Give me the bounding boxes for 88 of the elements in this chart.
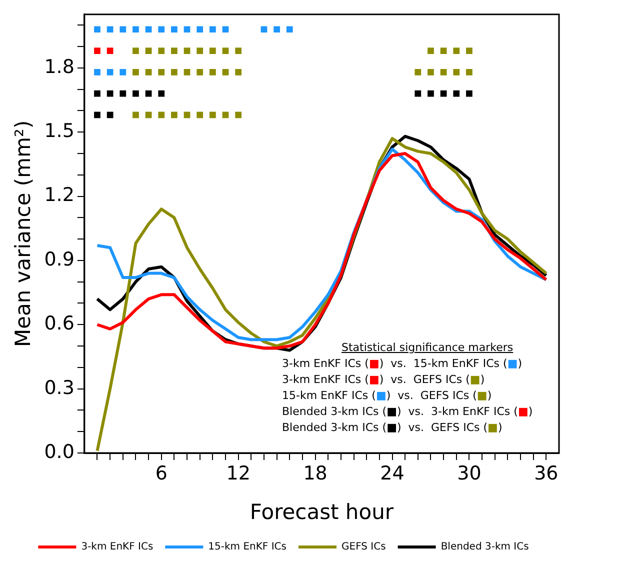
point	[260, 26, 268, 33]
point	[235, 68, 242, 76]
y-tick-label: 1.8	[44, 56, 74, 78]
legend-label: 3-km EnKF ICs	[81, 542, 154, 553]
point	[210, 48, 216, 54]
legend-label: 15-km EnKF ICs	[208, 542, 287, 553]
x-tick-label: 18	[303, 462, 328, 484]
point	[235, 48, 242, 54]
point	[158, 90, 165, 97]
point	[453, 90, 460, 97]
y-axis-title: Mean variance (mm²)	[11, 120, 36, 348]
point	[171, 112, 178, 118]
annotation: Blended 3-km ICs (■) vs. 3-km EnKF ICs (■)	[282, 405, 533, 418]
point	[94, 112, 100, 118]
point	[158, 26, 165, 33]
y-tick-label: 1.2	[44, 184, 74, 206]
point	[120, 90, 126, 97]
y-tick-label: 0.6	[44, 312, 74, 335]
point	[235, 112, 242, 118]
legend-label: Blended 3-km ICs	[440, 542, 529, 553]
annotation: 3-km EnKF ICs (■) vs. 15-km EnKF ICs (■)	[282, 357, 522, 370]
point	[158, 112, 165, 118]
point	[145, 26, 152, 33]
point	[196, 68, 204, 76]
y-tick-label: 0.0	[44, 440, 74, 463]
point	[171, 68, 178, 76]
point	[158, 48, 165, 54]
point	[94, 26, 100, 33]
point	[132, 26, 139, 33]
point	[466, 68, 472, 76]
point	[171, 48, 178, 54]
annotation: 15-km EnKF ICs (■) vs. GEFS ICs (■)	[282, 389, 492, 402]
point	[196, 48, 204, 54]
point	[145, 68, 152, 76]
y-tick-label: 1.5	[44, 120, 74, 142]
point	[184, 26, 190, 33]
x-tick-label: 12	[226, 462, 250, 484]
point	[132, 48, 139, 54]
point	[106, 90, 114, 97]
point	[286, 26, 293, 33]
point	[158, 68, 165, 76]
point	[184, 68, 190, 76]
point	[145, 48, 152, 54]
point	[184, 48, 190, 54]
point	[428, 48, 434, 54]
point	[440, 68, 447, 76]
point	[120, 26, 126, 33]
point	[414, 68, 422, 76]
annotation: 3-km EnKF ICs (■) vs. GEFS ICs (■)	[282, 373, 485, 386]
point	[274, 26, 280, 33]
point	[210, 68, 216, 76]
point	[466, 48, 472, 54]
x-tick-label: 6	[155, 462, 168, 484]
point	[222, 26, 229, 33]
x-axis-title: Forecast hour	[250, 500, 394, 524]
point	[414, 90, 422, 97]
point	[196, 112, 204, 118]
annotation: Blended 3-km ICs (■) vs. GEFS ICs (■)	[282, 421, 502, 434]
point	[106, 48, 114, 54]
x-tick-label: 30	[457, 462, 482, 484]
y-tick-label: 0.9	[44, 248, 74, 270]
point	[106, 112, 114, 118]
point	[428, 90, 434, 97]
point	[453, 48, 460, 54]
point	[210, 26, 216, 33]
point	[94, 90, 100, 97]
point	[453, 68, 460, 76]
point	[132, 112, 139, 118]
x-tick-label: 36	[534, 462, 558, 484]
point	[222, 48, 229, 54]
point	[94, 68, 100, 76]
point	[94, 48, 100, 54]
x-tick-label: 24	[380, 462, 404, 484]
point	[440, 48, 447, 54]
point	[171, 26, 178, 33]
point	[466, 90, 472, 97]
point	[106, 26, 114, 33]
point	[132, 68, 139, 76]
point	[120, 68, 126, 76]
point	[132, 90, 139, 97]
point	[222, 68, 229, 76]
point	[210, 112, 216, 118]
legend-label: GEFS ICs	[342, 542, 386, 553]
y-tick-label: 0.3	[44, 376, 74, 399]
point	[196, 26, 204, 33]
point	[428, 68, 434, 76]
annotation: Statistical significance markers	[340, 340, 514, 356]
point	[106, 68, 114, 76]
